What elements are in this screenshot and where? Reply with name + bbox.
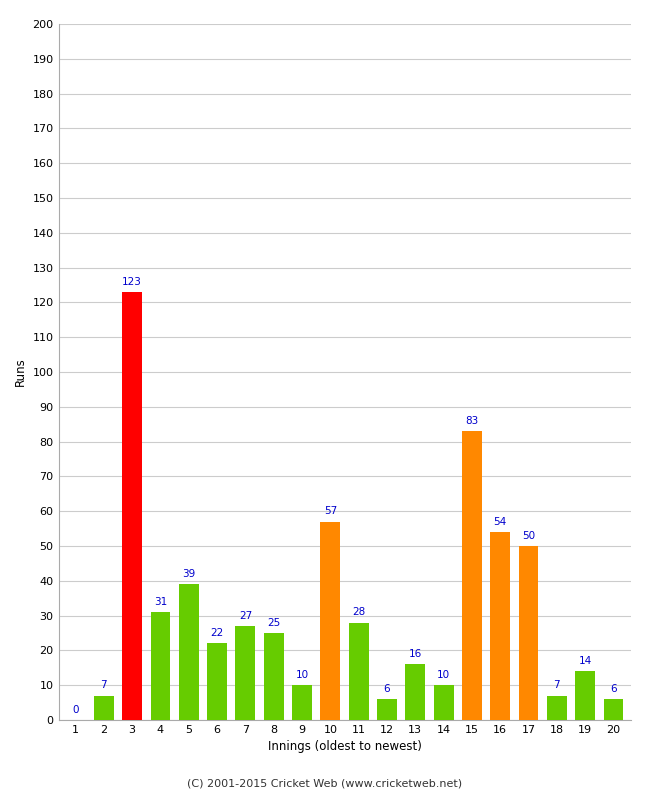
Text: 54: 54	[493, 517, 507, 527]
Text: 50: 50	[522, 530, 535, 541]
Bar	[320, 522, 340, 720]
Bar	[94, 696, 114, 720]
Bar	[434, 685, 454, 720]
Text: 39: 39	[182, 569, 196, 579]
Text: 6: 6	[610, 684, 617, 694]
Text: 22: 22	[211, 628, 224, 638]
Text: 28: 28	[352, 607, 365, 618]
Bar	[490, 532, 510, 720]
Bar	[462, 431, 482, 720]
Text: 0: 0	[72, 705, 79, 714]
Text: 6: 6	[384, 684, 390, 694]
Bar	[122, 292, 142, 720]
Text: 83: 83	[465, 416, 478, 426]
Bar	[575, 671, 595, 720]
Bar	[406, 664, 425, 720]
Bar	[604, 699, 623, 720]
Text: 10: 10	[296, 670, 309, 680]
Bar	[179, 584, 199, 720]
Text: 27: 27	[239, 611, 252, 621]
X-axis label: Innings (oldest to newest): Innings (oldest to newest)	[268, 741, 421, 754]
Bar	[349, 622, 369, 720]
Bar	[151, 612, 170, 720]
Text: 123: 123	[122, 277, 142, 286]
Bar	[377, 699, 397, 720]
Text: 7: 7	[554, 681, 560, 690]
Text: 14: 14	[578, 656, 592, 666]
Bar	[235, 626, 255, 720]
Text: 31: 31	[154, 597, 167, 607]
Text: 16: 16	[409, 649, 422, 659]
Text: 10: 10	[437, 670, 450, 680]
Text: 57: 57	[324, 506, 337, 517]
Text: 25: 25	[267, 618, 280, 628]
Text: 7: 7	[101, 681, 107, 690]
Bar	[207, 643, 227, 720]
Bar	[547, 696, 567, 720]
Bar	[292, 685, 312, 720]
Bar	[519, 546, 538, 720]
Text: (C) 2001-2015 Cricket Web (www.cricketweb.net): (C) 2001-2015 Cricket Web (www.cricketwe…	[187, 778, 463, 788]
Bar	[264, 633, 283, 720]
Y-axis label: Runs: Runs	[14, 358, 27, 386]
